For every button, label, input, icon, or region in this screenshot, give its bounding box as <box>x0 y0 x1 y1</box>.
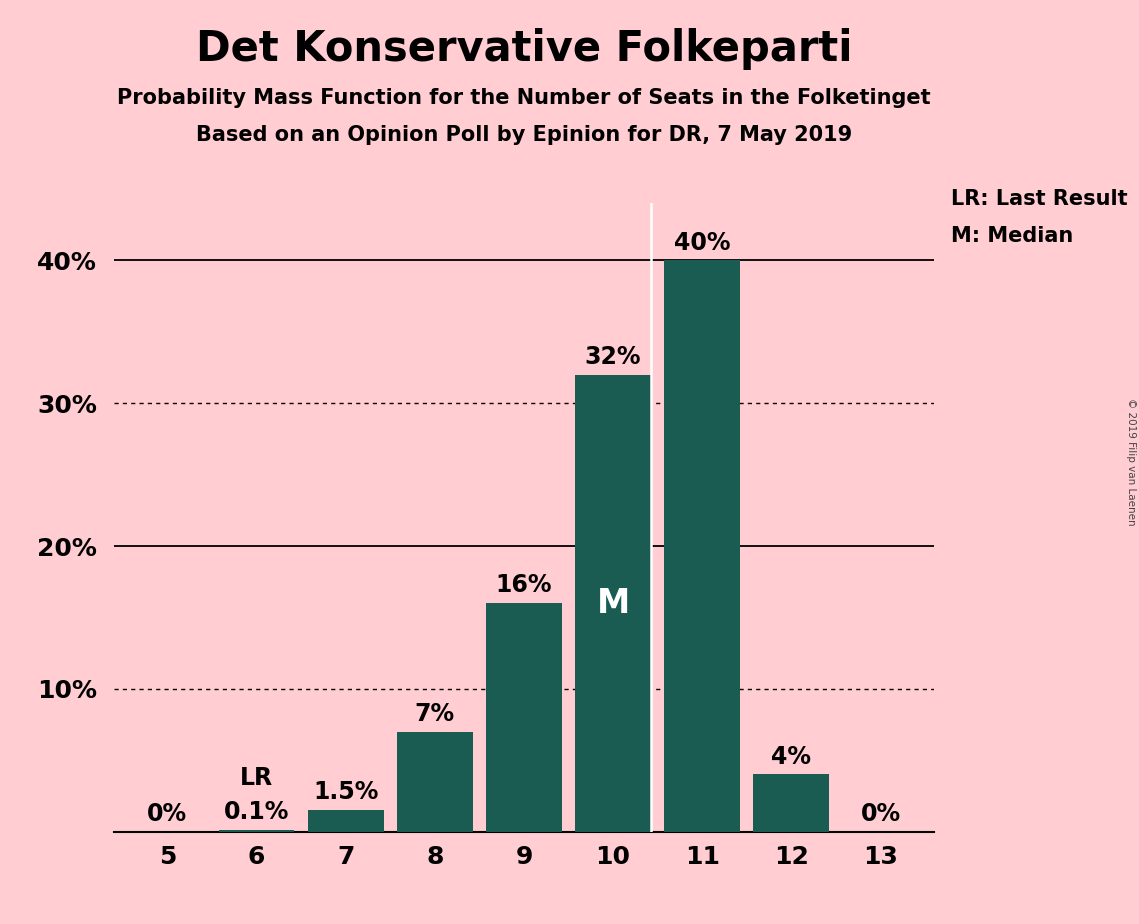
Text: M: Median: M: Median <box>951 226 1073 247</box>
Text: Based on an Opinion Poll by Epinion for DR, 7 May 2019: Based on an Opinion Poll by Epinion for … <box>196 125 852 145</box>
Text: Det Konservative Folkeparti: Det Konservative Folkeparti <box>196 28 852 69</box>
Text: LR: LR <box>240 766 273 790</box>
Bar <box>308 810 384 832</box>
Text: 16%: 16% <box>495 574 552 598</box>
Bar <box>754 774 829 832</box>
Bar <box>575 374 652 832</box>
Text: © 2019 Filip van Laenen: © 2019 Filip van Laenen <box>1126 398 1136 526</box>
Bar <box>486 603 562 832</box>
Bar <box>219 830 294 832</box>
Text: 4%: 4% <box>771 745 811 769</box>
Text: 0%: 0% <box>860 802 901 826</box>
Text: Probability Mass Function for the Number of Seats in the Folketinget: Probability Mass Function for the Number… <box>117 88 931 108</box>
Text: LR: Last Result: LR: Last Result <box>951 189 1128 210</box>
Text: 7%: 7% <box>415 702 454 726</box>
Text: 0%: 0% <box>147 802 188 826</box>
Text: 40%: 40% <box>674 231 730 255</box>
Text: 1.5%: 1.5% <box>313 781 378 805</box>
Text: 0.1%: 0.1% <box>224 800 289 824</box>
Bar <box>664 261 740 832</box>
Text: M: M <box>597 587 630 620</box>
Text: 32%: 32% <box>584 345 641 369</box>
Bar <box>396 732 473 832</box>
